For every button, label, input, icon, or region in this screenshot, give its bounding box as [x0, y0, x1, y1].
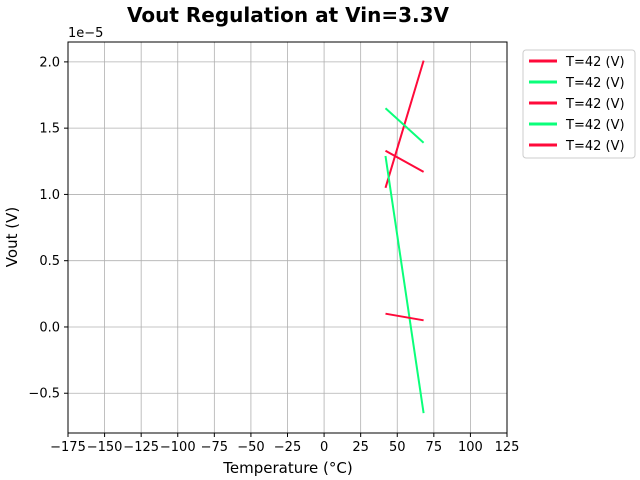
x-tick-label: 75	[426, 440, 443, 455]
x-tick-label: −125	[123, 440, 159, 455]
y-tick-label: 0.0	[39, 320, 60, 335]
y-axis-title: Vout (V)	[3, 207, 21, 267]
x-tick-label: 50	[389, 440, 406, 455]
series-lines	[384, 60, 425, 414]
y-tick-label: −0.5	[28, 387, 60, 402]
legend-frame	[522, 49, 636, 159]
y-tick-label: 0.5	[39, 254, 60, 269]
x-tick-label: −25	[274, 440, 301, 455]
legend-label: T=42 (V)	[565, 55, 625, 70]
y-offset-label: 1e−5	[68, 26, 103, 41]
series-line	[384, 155, 425, 414]
legend-label: T=42 (V)	[565, 139, 625, 154]
x-tick-label: 125	[495, 440, 520, 455]
y-tick-label: 1.5	[39, 122, 60, 137]
legend-label: T=42 (V)	[565, 76, 625, 91]
legend-label: T=42 (V)	[565, 97, 625, 112]
x-axis: −175 −150 −125 −100 −75 −50 −25 0 25 50 75 100 125	[50, 433, 519, 455]
series-line	[385, 312, 424, 322]
x-tick-label: −75	[201, 440, 228, 455]
x-tick-label: −100	[160, 440, 196, 455]
x-tick-label: 0	[320, 440, 328, 455]
y-tick-label: 2.0	[39, 55, 60, 70]
x-tick-label: 25	[352, 440, 369, 455]
series-line	[385, 149, 425, 173]
legend: T=42 (V) T=42 (V) T=42 (V) T=42 (V) T=42 (V)	[522, 49, 636, 159]
series-line	[384, 107, 425, 144]
y-axis: −0.5 0.0 0.5 1.0 1.5 2.0	[28, 55, 68, 402]
x-tick-label: −175	[50, 440, 86, 455]
legend-label: T=42 (V)	[565, 118, 625, 133]
x-axis-title: Temperature (°C)	[222, 459, 352, 477]
grid	[67, 42, 508, 433]
x-tick-label: −150	[87, 440, 123, 455]
x-tick-label: −50	[237, 440, 264, 455]
x-tick-label: 100	[458, 440, 483, 455]
chart-title: Vout Regulation at Vin=3.3V	[127, 3, 450, 27]
y-tick-label: 1.0	[39, 188, 60, 203]
